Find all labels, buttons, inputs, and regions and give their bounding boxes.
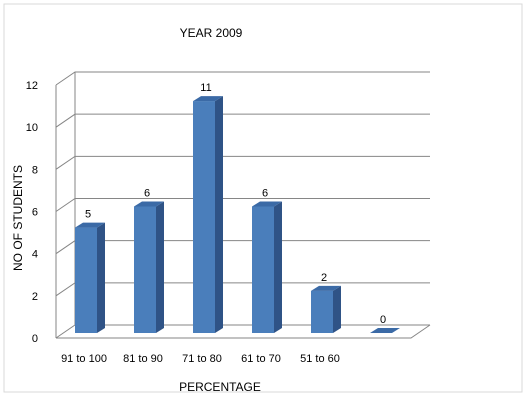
data-label: 6 bbox=[262, 188, 268, 200]
chart-title: YEAR 2009 bbox=[180, 26, 243, 40]
data-label: 0 bbox=[380, 314, 386, 326]
bar-side bbox=[156, 202, 164, 334]
bar-front bbox=[311, 291, 333, 333]
y-tick-label: 6 bbox=[32, 207, 38, 219]
category-label: 71 to 80 bbox=[182, 353, 222, 365]
bar-side bbox=[215, 96, 223, 333]
y-tick-label: 10 bbox=[26, 122, 38, 134]
bar-front bbox=[252, 207, 274, 334]
x-axis-label: PERCENTAGE bbox=[179, 380, 261, 394]
y-axis-label: NO OF STUDENTS bbox=[11, 165, 25, 271]
bar bbox=[193, 96, 223, 333]
category-label: 91 to 100 bbox=[61, 353, 107, 365]
y-tick-label: 12 bbox=[26, 80, 38, 92]
bar-side bbox=[333, 286, 341, 333]
category-label: 51 to 60 bbox=[300, 353, 340, 365]
bar-side bbox=[97, 223, 105, 333]
bar bbox=[252, 202, 282, 334]
data-label: 5 bbox=[85, 209, 91, 221]
bar bbox=[311, 286, 341, 333]
bar bbox=[134, 202, 164, 334]
data-label: 11 bbox=[200, 82, 211, 94]
y-tick-label: 2 bbox=[32, 291, 38, 303]
bar-front bbox=[75, 228, 97, 333]
bar-front bbox=[134, 207, 156, 334]
bar-side bbox=[274, 202, 282, 334]
data-label: 2 bbox=[321, 272, 327, 284]
data-label: 6 bbox=[144, 188, 150, 200]
bar bbox=[75, 223, 105, 333]
y-tick-label: 8 bbox=[32, 164, 38, 176]
y-tick-label: 0 bbox=[32, 333, 38, 345]
category-label: 81 to 90 bbox=[123, 353, 163, 365]
y-tick-label: 4 bbox=[32, 249, 38, 261]
category-label: 61 to 70 bbox=[241, 353, 281, 365]
bar-front bbox=[193, 101, 215, 333]
